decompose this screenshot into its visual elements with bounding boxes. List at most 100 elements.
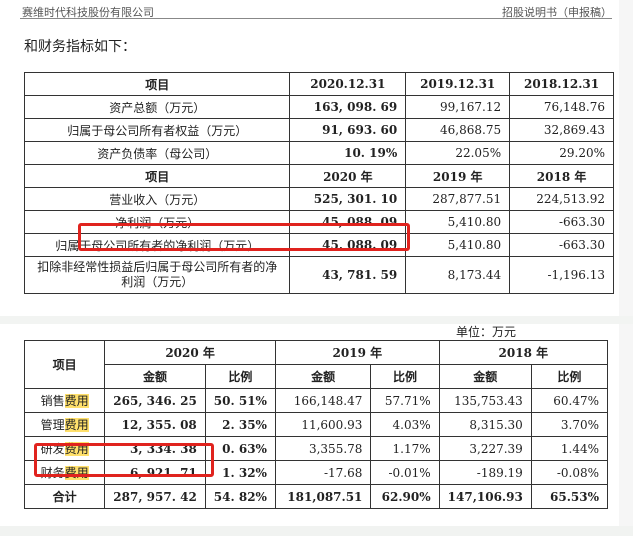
cell: 265, 346. 25 — [104, 388, 206, 413]
header-cell: 比例 — [530, 364, 609, 389]
cell-2020: 10. 19% — [289, 141, 407, 165]
cell: -189.19 — [438, 460, 532, 485]
cell: 3,227.39 — [438, 436, 532, 461]
table-row: 净利润（万元） 45, 088. 09 5,410.80 -663.30 — [23, 210, 614, 234]
cell-2019: 22.05% — [405, 141, 511, 165]
total-row: 合计 287, 957. 42 54. 82% 181,087.51 62.90… — [23, 484, 609, 509]
table-row: 研发费用 3, 334. 38 0. 63% 3,355.78 1.17% 3,… — [23, 436, 609, 461]
section-divider — [0, 316, 633, 324]
row-label-prefix: 管理 — [40, 418, 65, 432]
table-row: 扣除非经常性损益后归属于母公司所有者的净利润（万元） 43, 781. 59 8… — [23, 256, 614, 294]
cell-2018: 32,869.43 — [509, 118, 614, 142]
cell: 287, 957. 42 — [104, 484, 206, 509]
header-cell: 金额 — [104, 364, 206, 389]
row-label: 归属于母公司所有者权益（万元） — [23, 118, 291, 142]
cell-2018: -1,196.13 — [509, 256, 614, 294]
header-cell: 2018 年 — [509, 164, 614, 188]
cell: 181,087.51 — [274, 484, 372, 509]
cell-2020: 91, 693. 60 — [289, 118, 407, 142]
table-row: 归属于母公司所有者权益（万元） 91, 693. 60 46,868.75 32… — [23, 118, 614, 142]
cell: 54. 82% — [204, 484, 276, 509]
cell: 1.44% — [530, 436, 609, 461]
cell-2020: 163, 098. 69 — [289, 95, 407, 119]
row-label: 研发费用 — [23, 436, 106, 461]
row-label-prefix: 销售 — [40, 394, 65, 408]
row-label: 资产负债率（母公司） — [23, 141, 291, 165]
table-row: 营业收入（万元） 525, 301. 10 287,877.51 224,513… — [23, 187, 614, 211]
cell-2019: 8,173.44 — [405, 256, 511, 294]
cell-2019: 5,410.80 — [405, 210, 511, 234]
cell: 12, 355. 08 — [104, 412, 206, 437]
cell-2019: 287,877.51 — [405, 187, 511, 211]
header-cell: 2020 年 — [289, 164, 407, 188]
header-cell: 项目 — [23, 340, 106, 389]
cell: 0. 63% — [204, 436, 276, 461]
cell: 135,753.43 — [438, 388, 532, 413]
cell: 8,315.30 — [438, 412, 532, 437]
cell-2018: 29.20% — [509, 141, 614, 165]
header-cell: 项目 — [23, 72, 291, 96]
table-row: 资产总额（万元） 163, 098. 69 99,167.12 76,148.7… — [23, 95, 614, 119]
cell-2018: -663.30 — [509, 233, 614, 257]
cell-2020: 43, 781. 59 — [289, 256, 407, 294]
cell: 60.47% — [530, 388, 609, 413]
financial-indicators-table: 项目 2020.12.31 2019.12.31 2018.12.31 资产总额… — [23, 72, 614, 294]
header-cell: 比例 — [204, 364, 276, 389]
table-row: 管理费用 12, 355. 08 2. 35% 11,600.93 4.03% … — [23, 412, 609, 437]
cell: 50. 51% — [204, 388, 276, 413]
header-cell: 项目 — [23, 164, 291, 188]
cell: -17.68 — [274, 460, 372, 485]
cell: 62.90% — [370, 484, 440, 509]
company-name: 赛维时代科技股份有限公司 — [22, 6, 154, 19]
row-label: 扣除非经常性损益后归属于母公司所有者的净利润（万元） — [23, 256, 291, 294]
table-header-row: 项目 2020 年 2019 年 2018 年 — [23, 340, 609, 389]
cell: -0.08% — [530, 460, 609, 485]
header-cell: 2018.12.31 — [509, 72, 614, 96]
header-cell: 2019 年 — [274, 340, 440, 365]
cell-2018: 224,513.92 — [509, 187, 614, 211]
cell-2018: -663.30 — [509, 210, 614, 234]
header-cell: 金额 — [438, 364, 532, 389]
row-label: 合计 — [23, 484, 106, 509]
header-cell: 金额 — [274, 364, 372, 389]
table-row: 销售费用 265, 346. 25 50. 51% 166,148.47 57.… — [23, 388, 609, 413]
cell: 65.53% — [530, 484, 609, 509]
cell: 3,355.78 — [274, 436, 372, 461]
highlighted-text: 费用 — [64, 466, 89, 480]
expenses-table: 项目 2020 年 2019 年 2018 年 金额 比例 金额 比例 金额 比… — [23, 340, 609, 509]
table-header-row: 项目 2020.12.31 2019.12.31 2018.12.31 — [23, 72, 614, 96]
row-label: 营业收入（万元） — [23, 187, 291, 211]
cell-2019: 5,410.80 — [405, 233, 511, 257]
header-cell: 2019.12.31 — [405, 72, 511, 96]
row-label: 归属于母公司所有者的净利润（万元） — [23, 233, 291, 257]
cell: 166,148.47 — [274, 388, 372, 413]
row-label-prefix: 财务 — [40, 466, 65, 480]
page-header: 赛维时代科技股份有限公司 招股说明书（申报稿） — [20, 2, 612, 19]
cell: 1. 32% — [204, 460, 276, 485]
highlighted-text: 费用 — [64, 394, 89, 408]
header-cell: 2018 年 — [438, 340, 609, 365]
cell-2020: 45, 088. 09 — [289, 233, 407, 257]
header-cell: 2019 年 — [405, 164, 511, 188]
header-cell: 2020.12.31 — [289, 72, 407, 96]
cell-2018: 76,148.76 — [509, 95, 614, 119]
row-label: 管理费用 — [23, 412, 106, 437]
highlighted-text: 费用 — [64, 418, 89, 432]
row-label: 资产总额（万元） — [23, 95, 291, 119]
row-label: 财务费用 — [23, 460, 106, 485]
intro-text: 和财务指标如下： — [24, 39, 136, 55]
cell: 57.71% — [370, 388, 440, 413]
row-label-prefix: 研发 — [40, 442, 65, 456]
page-bottom-shadow — [0, 526, 633, 536]
cell: 1.17% — [370, 436, 440, 461]
row-label: 销售费用 — [23, 388, 106, 413]
table-subheader-row: 项目 2020 年 2019 年 2018 年 — [23, 164, 614, 188]
cell: 6, 921. 71 — [104, 460, 206, 485]
cell: 11,600.93 — [274, 412, 372, 437]
cell: 2. 35% — [204, 412, 276, 437]
table-row: 归属于母公司所有者的净利润（万元） 45, 088. 09 5,410.80 -… — [23, 233, 614, 257]
header-cell: 比例 — [370, 364, 440, 389]
cell: 147,106.93 — [438, 484, 532, 509]
cell-2019: 46,868.75 — [405, 118, 511, 142]
row-label: 净利润（万元） — [23, 210, 291, 234]
